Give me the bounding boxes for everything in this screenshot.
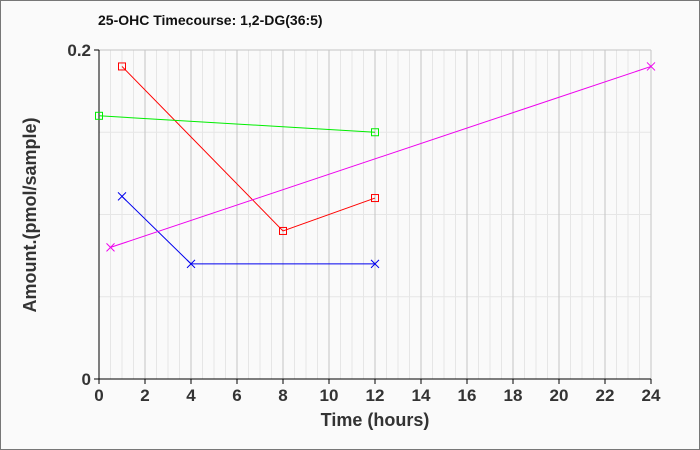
- x-tick-label: 6: [232, 386, 241, 405]
- x-tick-label: 14: [412, 386, 431, 405]
- series-line-red: [121, 66, 376, 232]
- x-tick-label: 10: [320, 386, 339, 405]
- marker-stroke: [370, 259, 380, 269]
- x-tick-label: 20: [550, 386, 569, 405]
- grid: [99, 49, 652, 379]
- data-point-blue: [370, 259, 380, 269]
- data-point-blue: [186, 259, 196, 269]
- x-tick-label: 4: [186, 386, 196, 405]
- data-point-magenta: [646, 62, 656, 71]
- data-point-blue: [117, 192, 127, 201]
- marker-stroke: [106, 243, 115, 252]
- series-line-magenta: [110, 65, 652, 248]
- data-point-red: [118, 62, 126, 71]
- data-point-red: [371, 194, 379, 203]
- data-point-green: [371, 128, 379, 137]
- x-tick-label: 18: [504, 386, 523, 405]
- x-tick-label: 8: [278, 386, 287, 405]
- y-tick-label: 0: [82, 370, 91, 389]
- x-tick-label: 24: [642, 386, 661, 405]
- marker-stroke: [186, 259, 196, 269]
- data-point-red: [279, 226, 287, 235]
- y-axis-label: Amount.(pmol/sample): [20, 117, 40, 312]
- x-tick-label: 16: [458, 386, 477, 405]
- x-tick-label: 0: [94, 386, 103, 405]
- x-tick-label: 2: [140, 386, 149, 405]
- marker-stroke: [646, 62, 656, 71]
- marker-stroke: [117, 192, 127, 201]
- data-point-magenta: [106, 243, 115, 252]
- x-tick-label: 12: [366, 386, 385, 405]
- x-tick-label: 22: [596, 386, 615, 405]
- series-line-green: [98, 115, 376, 133]
- chart-title: 25-OHC Timecourse: 1,2-DG(36:5): [98, 12, 323, 28]
- y-tick-label: 0.2: [67, 41, 91, 60]
- data-point-green: [95, 111, 103, 120]
- series-group: [95, 62, 656, 269]
- x-axis-label: Time (hours): [321, 410, 430, 430]
